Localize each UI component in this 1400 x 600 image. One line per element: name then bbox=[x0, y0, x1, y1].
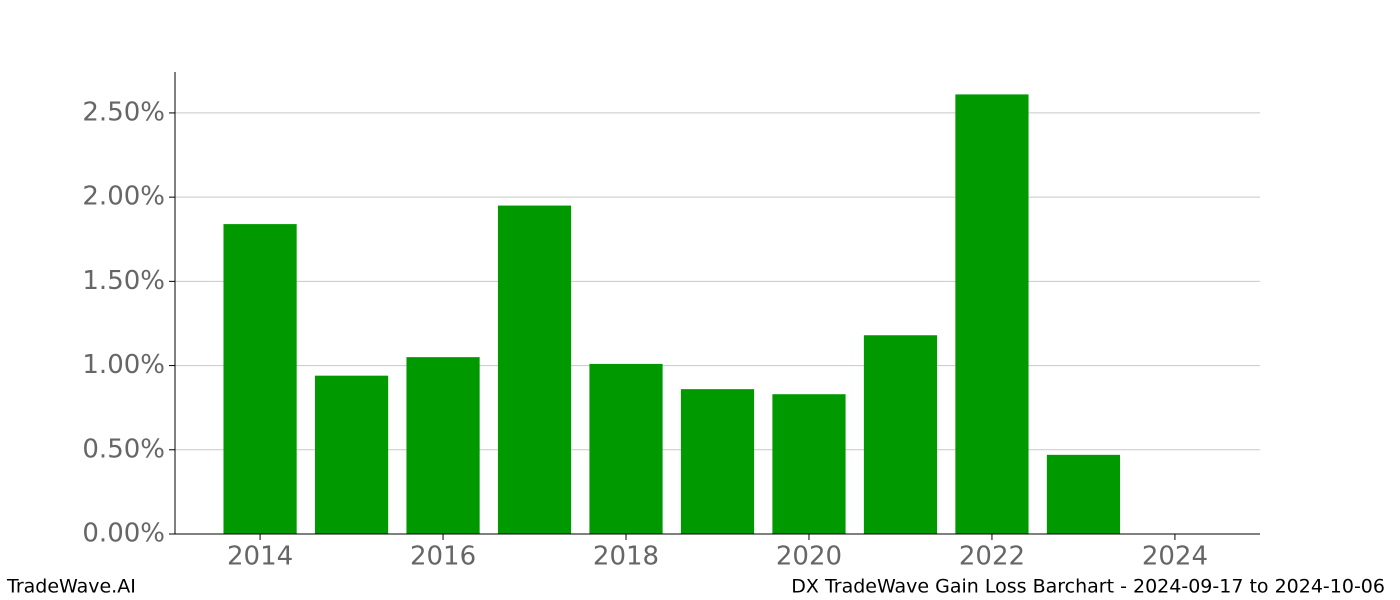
y-tick-label: 1.00% bbox=[82, 350, 165, 380]
y-tick-label: 2.50% bbox=[82, 97, 165, 127]
x-tick-label: 2024 bbox=[1142, 542, 1208, 572]
bar bbox=[1046, 454, 1121, 534]
bar bbox=[863, 335, 938, 534]
bar bbox=[223, 224, 297, 535]
x-tick-label: 2018 bbox=[593, 542, 659, 572]
bar bbox=[589, 363, 663, 534]
y-tick-label: 0.50% bbox=[82, 434, 165, 464]
y-tick-label: 0.00% bbox=[82, 519, 165, 549]
bar bbox=[680, 389, 755, 534]
x-tick-label: 2016 bbox=[410, 542, 476, 572]
bar bbox=[497, 205, 572, 535]
y-tick-label: 1.50% bbox=[82, 266, 165, 296]
bar bbox=[955, 94, 1029, 534]
footer-right: DX TradeWave Gain Loss Barchart - 2024-0… bbox=[791, 576, 1385, 598]
x-tick-label: 2022 bbox=[959, 542, 1025, 572]
x-tick-label: 2014 bbox=[227, 542, 293, 572]
y-tick-label: 2.00% bbox=[82, 182, 165, 212]
bar bbox=[406, 357, 480, 534]
footer-left: TradeWave.AI bbox=[6, 576, 136, 598]
bar bbox=[772, 394, 846, 534]
bar bbox=[314, 375, 389, 534]
x-tick-label: 2020 bbox=[776, 542, 842, 572]
